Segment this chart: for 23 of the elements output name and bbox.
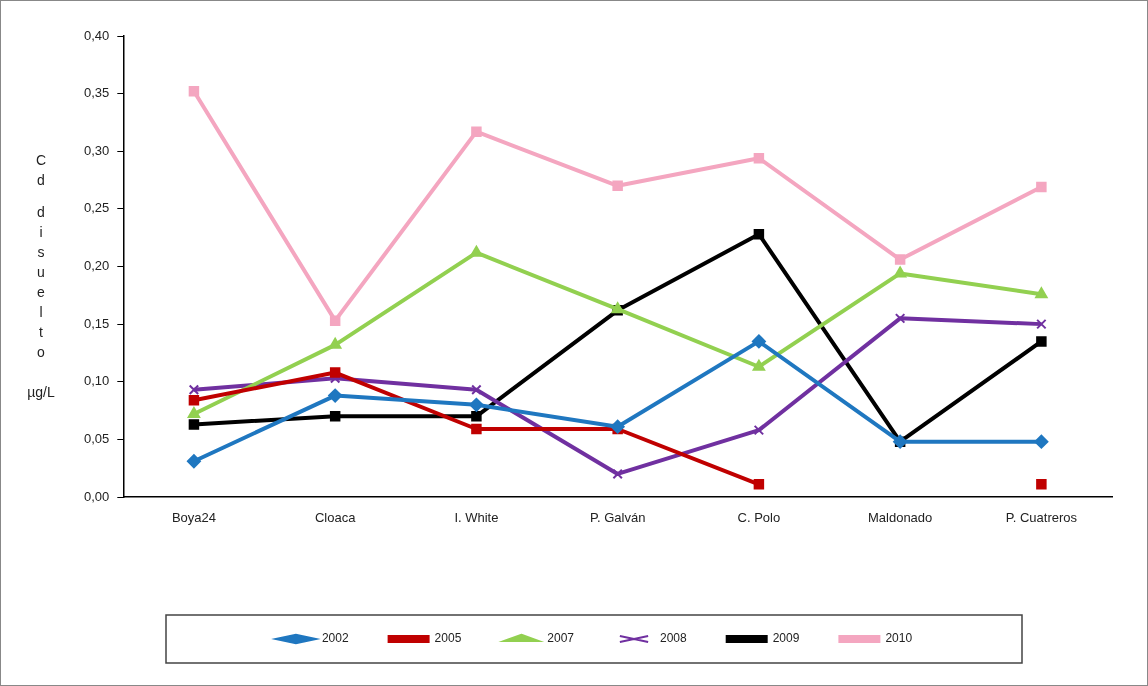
y-tick-label: 0,15 bbox=[83, 315, 110, 331]
legend-label: 2007 bbox=[547, 631, 575, 646]
legend-label: 2010 bbox=[885, 631, 913, 646]
x-tick-label: I. White bbox=[454, 510, 499, 526]
x-tick-label: Cloaca bbox=[314, 510, 357, 526]
x-tick-label: Boya24 bbox=[171, 510, 216, 526]
legend-label: 2009 bbox=[772, 631, 800, 646]
x-tick-label: P. Cuatreros bbox=[1005, 510, 1078, 526]
y-tick-label: 0,25 bbox=[83, 200, 110, 216]
x-tick-label: C. Polo bbox=[737, 510, 781, 526]
y-tick-label: 0,40 bbox=[83, 27, 110, 43]
x-tick-label: Maldonado bbox=[867, 510, 933, 526]
y-tick-label: 0,35 bbox=[83, 85, 110, 101]
y-tick-label: 0,30 bbox=[83, 142, 110, 158]
legend-label: 2008 bbox=[660, 631, 688, 646]
x-tick-label: P. Galván bbox=[589, 510, 646, 526]
y-tick-label: 0,20 bbox=[83, 258, 110, 274]
legend-label: 2005 bbox=[434, 631, 462, 646]
text: Cd disuelto µg/L bbox=[27, 151, 55, 400]
y-tick-label: 0,05 bbox=[83, 430, 110, 446]
y-tick-label: 0,00 bbox=[83, 488, 110, 504]
y-tick-label: 0,10 bbox=[83, 373, 110, 389]
legend-label: 2002 bbox=[321, 631, 349, 646]
